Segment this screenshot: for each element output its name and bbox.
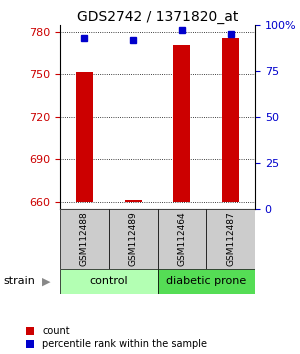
Bar (158, 269, 255, 294)
Bar (206, 209, 255, 269)
Title: GDS2742 / 1371820_at: GDS2742 / 1371820_at (77, 10, 238, 24)
Text: strain: strain (3, 276, 35, 286)
Text: GSM112488: GSM112488 (80, 212, 89, 266)
Text: GSM112489: GSM112489 (129, 212, 138, 266)
Bar (76, 72, 93, 202)
Text: diabetic prone: diabetic prone (166, 276, 246, 286)
Bar (60, 209, 109, 269)
Bar (173, 45, 190, 202)
Bar (158, 209, 206, 269)
Legend: count, percentile rank within the sample: count, percentile rank within the sample (20, 326, 207, 349)
Text: ▶: ▶ (42, 276, 50, 286)
Text: GSM112487: GSM112487 (226, 212, 235, 266)
Bar (222, 38, 239, 202)
Bar (109, 209, 158, 269)
Bar (60, 269, 158, 294)
Text: control: control (89, 276, 128, 286)
Bar (124, 200, 142, 202)
Text: GSM112464: GSM112464 (177, 212, 186, 266)
